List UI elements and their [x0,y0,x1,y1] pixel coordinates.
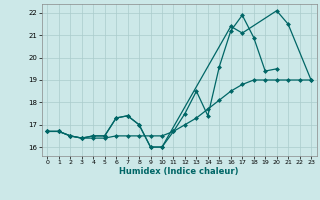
X-axis label: Humidex (Indice chaleur): Humidex (Indice chaleur) [119,167,239,176]
